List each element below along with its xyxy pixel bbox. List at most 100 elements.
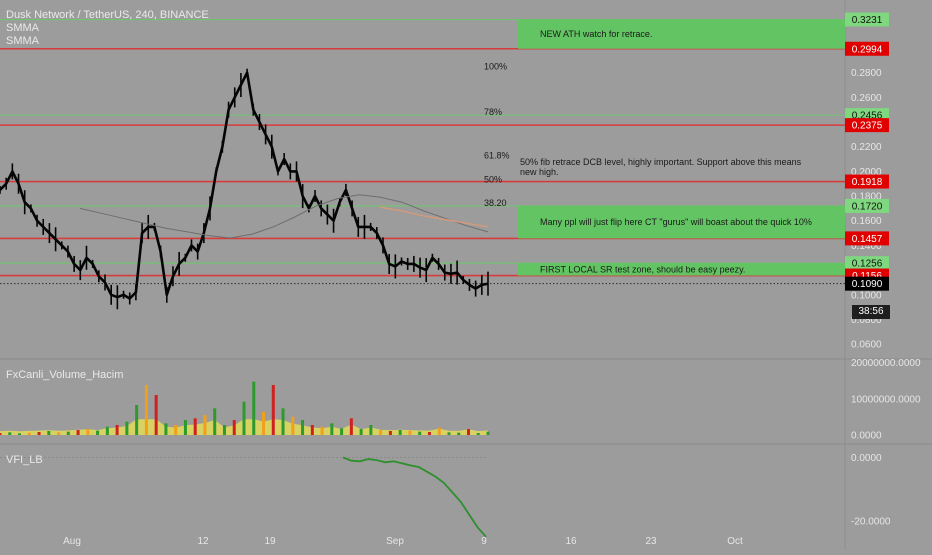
volume-bar (349, 418, 353, 435)
time-tick-label: Oct (727, 536, 743, 547)
chart-title: Dusk Network / TetherUS, 240, BINANCE (6, 9, 209, 21)
annotation-box (518, 205, 845, 239)
volume-bar (418, 431, 422, 435)
annotation-text: NEW ATH watch for retrace. (540, 29, 652, 39)
indicator-smma-2[interactable]: SMMA (6, 35, 39, 47)
vfi-tick-label: 0.0000 (851, 453, 882, 464)
volume-bar (437, 427, 441, 435)
price-tick-label: 0.2200 (851, 142, 882, 153)
volume-layer (0, 381, 490, 435)
volume-bar (359, 429, 363, 435)
volume-bar (47, 431, 51, 435)
time-tick-label: Sep (386, 536, 404, 547)
volume-bar (242, 401, 246, 435)
volume-bar (398, 430, 402, 435)
level-tag (845, 276, 889, 291)
fib-labels-layer: 100% 78% 61.8% 50% 38.20 (484, 62, 510, 208)
price-tick-label: 0.1000 (851, 290, 882, 301)
volume-bar (291, 416, 295, 435)
vfi-pane-title[interactable]: VFI_LB (6, 454, 43, 466)
volume-bar (164, 423, 168, 435)
level-tag-label: 0.2456 (852, 111, 883, 122)
time-tick-label: Aug (63, 536, 81, 547)
price-tick-label: 0.0600 (851, 340, 882, 351)
volume-bar (86, 429, 90, 435)
volume-bar (174, 425, 178, 435)
time-tick-label: 23 (645, 536, 657, 547)
time-tick-label: 9 (481, 536, 487, 547)
level-tag-label: 0.2375 (852, 121, 883, 132)
price-tick-label: 0.2600 (851, 93, 882, 104)
level-tag (845, 198, 889, 213)
level-tag-label: 0.1256 (852, 259, 883, 270)
volume-bar (281, 408, 285, 435)
volume-bar (37, 432, 41, 435)
volume-bar (213, 408, 217, 435)
level-tag-label: 0.1720 (852, 201, 883, 212)
volume-bar (96, 430, 100, 435)
volume-bar (271, 385, 275, 435)
volume-bar (135, 405, 139, 435)
fib-label: 100% (484, 62, 507, 72)
volume-bar (203, 415, 207, 435)
annotation-text: Many ppl will just flip here CT "gurus" … (540, 217, 812, 227)
time-axis-layer: Aug 12 19 Sep 9 16 23 Oct (63, 536, 743, 547)
price-tick-label: 0.2800 (851, 68, 882, 79)
volume-bar (447, 432, 451, 435)
volume-bar (457, 432, 461, 435)
indicator-smma-1[interactable]: SMMA (6, 22, 39, 34)
level-tag (845, 118, 889, 133)
level-tag-label: 0.1457 (852, 234, 883, 245)
fib-label: 61.8% (484, 150, 510, 160)
volume-bar (222, 425, 226, 435)
price-tick-label: 0.1400 (851, 241, 882, 252)
volume-pane-title[interactable]: FxCanli_Volume_Hacim (6, 369, 124, 381)
price-axis-layer: 0.28000.26000.24000.22000.20000.18000.16… (845, 12, 921, 527)
annotation-text: 50% fib retrace DCB level, highly import… (520, 157, 802, 177)
vfi-layer (0, 456, 488, 538)
volume-bar (340, 428, 344, 435)
annotation-box (518, 19, 845, 49)
price-tick-label: 0.0800 (851, 315, 882, 326)
volume-bar (125, 421, 129, 435)
volume-bar (18, 433, 22, 435)
level-tag (845, 256, 889, 271)
level-tag-label: 0.1090 (852, 279, 883, 290)
price-levels-layer (0, 18, 845, 285)
volume-tick-label: 10000000.0000 (851, 394, 921, 405)
price-series-layer (0, 68, 489, 310)
volume-bar (486, 431, 490, 435)
volume-bar (301, 420, 305, 435)
volume-bar (252, 381, 256, 435)
volume-bar (105, 426, 109, 435)
level-tag (845, 174, 889, 189)
volume-bar (310, 425, 314, 435)
level-tag-label: 0.2994 (852, 44, 883, 55)
volume-bar (0, 433, 2, 435)
vfi-tick-label: -20.0000 (851, 516, 891, 527)
volume-bar (408, 430, 412, 435)
bar-countdown: 38:56 (852, 305, 890, 319)
time-tick-label: 12 (197, 536, 209, 547)
time-tick-label: 16 (565, 536, 577, 547)
volume-bar (476, 433, 480, 435)
annotation-box (518, 263, 845, 276)
level-tag (845, 41, 889, 56)
price-tick-label: 0.1800 (851, 192, 882, 203)
annotation-boxes-layer: NEW ATH watch for retrace. 50% fib retrac… (518, 19, 845, 276)
volume-tick-label: 20000000.0000 (851, 358, 921, 369)
price-tick-label: 0.1600 (851, 216, 882, 227)
volume-bar (27, 432, 31, 435)
volume-bar (379, 430, 383, 435)
volume-bar (144, 385, 148, 435)
price-series-line (0, 71, 489, 300)
volume-tick-label: 0.0000 (851, 431, 882, 442)
smma-line-1 (79, 194, 489, 239)
volume-bar (262, 411, 266, 435)
vfi-line (342, 456, 487, 538)
volume-bar (8, 432, 12, 435)
level-tag-label: 0.1918 (852, 177, 883, 188)
volume-bar (193, 418, 197, 435)
